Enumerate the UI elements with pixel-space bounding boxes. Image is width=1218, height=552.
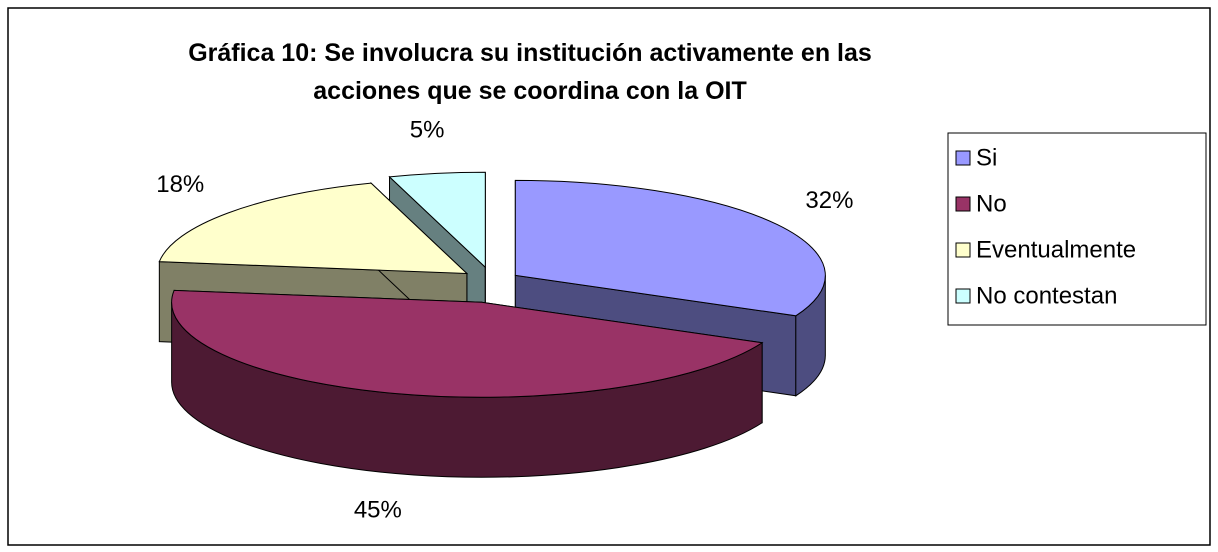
data-label: 32% [805,187,853,214]
slice [514,179,826,317]
legend-label: No [976,190,1007,217]
legend-label: Si [976,144,997,171]
legend-swatch [955,288,971,304]
legend-label: No contestan [976,282,1117,309]
legend-swatch [955,150,971,166]
chart-title: Gráfica 10: Se involucra su institución … [188,39,872,105]
slice [171,289,764,398]
legend-box [947,132,1207,326]
slice [388,171,486,269]
slice [158,182,469,275]
legend-label: Eventualmente [976,236,1136,263]
data-label: 45% [354,497,402,524]
legend-swatch [955,242,971,258]
data-label: 5% [410,117,445,144]
legend-swatch [955,196,971,212]
data-label: 18% [156,171,204,198]
